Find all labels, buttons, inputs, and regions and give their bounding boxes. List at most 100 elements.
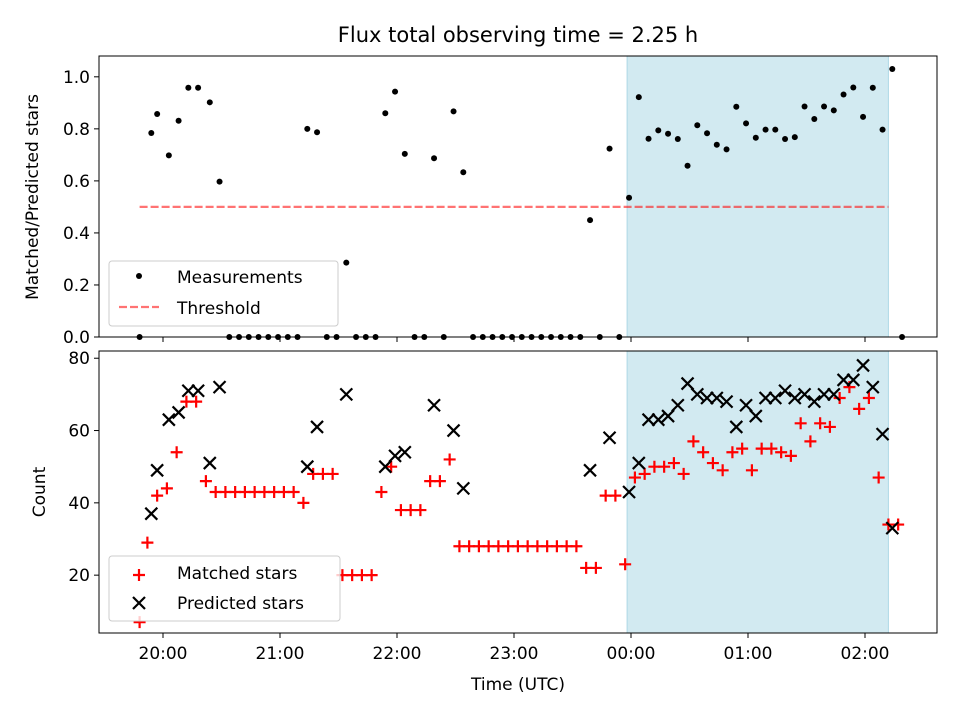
measurement-point	[694, 122, 701, 129]
matched-star-point	[667, 457, 680, 470]
measurement-point	[626, 194, 633, 201]
measurement-point	[752, 134, 759, 141]
bottom-y-tick-label: 60	[68, 422, 90, 442]
matched-star-point	[628, 471, 641, 484]
bottom-y-tick-label: 80	[68, 349, 90, 369]
legend-measurements-label: Measurements	[177, 268, 303, 288]
legend-matched-label: Matched stars	[177, 564, 297, 584]
matched-star-point	[706, 457, 719, 470]
predicted-star-point	[719, 394, 734, 409]
matched-star-point	[570, 540, 583, 553]
predicted-star-point	[827, 387, 841, 402]
matched-star-point	[775, 446, 788, 459]
predicted-star-point	[778, 383, 792, 398]
measurement-point	[645, 135, 652, 142]
predicted-star-point	[300, 459, 315, 474]
predicted-star-point	[388, 449, 402, 463]
matched-star-point	[677, 467, 690, 480]
top-observing-interval-shade	[626, 55, 889, 338]
predicted-star-point	[817, 387, 831, 402]
bottom-x-tick-label: 00:00	[607, 644, 656, 664]
top-y-axis-ticks: 0.0 0.2 0.4 0.6 0.8 1.0	[63, 68, 99, 348]
matched-star-point	[814, 417, 827, 430]
measurement-point	[684, 162, 691, 169]
predicted-star-point	[680, 376, 695, 391]
bottom-x-tick-label: 21:00	[256, 644, 305, 664]
measurement-point	[743, 120, 750, 127]
predicted-star-point	[602, 430, 617, 445]
matched-star-point	[716, 464, 729, 477]
predicted-star-point	[836, 373, 851, 387]
measurement-point	[674, 135, 681, 142]
bottom-x-tick-label: 20:00	[139, 644, 188, 664]
predicted-star-point	[846, 373, 861, 387]
measurement-point	[314, 129, 321, 136]
matched-star-point	[892, 518, 905, 531]
measurement-point	[830, 107, 837, 114]
top-y-tick-label: 1.0	[63, 68, 90, 88]
measurement-point	[392, 88, 399, 95]
predicted-star-point	[181, 383, 196, 398]
matched-star-point	[619, 558, 632, 571]
matched-star-point	[365, 569, 378, 582]
predicted-star-point	[162, 412, 176, 427]
measurement-point	[343, 259, 350, 266]
measurement-point	[889, 66, 896, 73]
measurement-point	[154, 111, 161, 118]
legend-predicted-label: Predicted stars	[177, 594, 304, 614]
bottom-observing-interval-shade	[626, 350, 889, 634]
measurement-point	[704, 130, 711, 137]
predicted-star-point	[144, 506, 159, 521]
matched-star-point	[297, 496, 310, 509]
matched-star-point	[190, 395, 203, 408]
predicted-star-point	[690, 387, 705, 402]
predicted-star-point	[885, 521, 900, 535]
bottom-plot-frame	[98, 350, 938, 634]
measurement-point	[791, 134, 798, 141]
predicted-star-point	[729, 420, 744, 434]
measurement-point	[655, 127, 662, 134]
measurement-point	[431, 155, 438, 162]
matched-star-point	[794, 417, 807, 430]
measurement-point	[185, 84, 192, 91]
matched-star-point	[589, 561, 602, 574]
matched-star-point	[170, 446, 183, 459]
bottom-y-tick-label: 40	[68, 494, 90, 514]
legend-matched-marker	[133, 569, 145, 581]
top-x-axis-ticks	[162, 337, 866, 342]
predicted-star-point	[700, 391, 714, 405]
matched-star-point	[160, 482, 173, 495]
matched-star-point	[658, 460, 671, 473]
predicted-star-point	[203, 456, 217, 470]
predicted-star-point	[710, 391, 724, 405]
predicted-star-point	[788, 391, 802, 405]
legend-measurement-marker	[136, 273, 142, 279]
legend-threshold-label: Threshold	[176, 299, 261, 319]
bottom-legend: Matched stars Predicted stars	[108, 555, 341, 622]
predicted-star-point	[632, 456, 646, 470]
matched-star-point	[745, 464, 758, 477]
top-panel: 0.0 0.2 0.4 0.6 0.8 1.0 Matched/Predicted sta…	[23, 55, 938, 348]
measurement-point	[772, 126, 779, 133]
matched-star-point	[141, 536, 154, 549]
predicted-star-point	[212, 380, 227, 394]
top-y-tick-label: 0.0	[63, 328, 90, 348]
matched-star-point	[804, 435, 817, 448]
predicted-star-point	[456, 481, 471, 496]
bottom-x-tick-label: 02:00	[841, 644, 890, 664]
x-axis-label: Time (UTC)	[470, 675, 565, 695]
top-y-tick-label: 0.6	[63, 172, 90, 192]
measurement-point	[879, 126, 886, 133]
top-legend-box	[108, 260, 339, 327]
predicted-star-point	[856, 358, 870, 373]
measurement-point	[206, 99, 213, 106]
measurement-point	[148, 130, 155, 137]
predicted-star-point	[807, 394, 822, 409]
measurement-point	[723, 146, 730, 153]
measurement-point	[811, 115, 818, 122]
measurement-point	[869, 84, 876, 91]
measurement-point	[850, 84, 857, 91]
matched-star-point	[326, 467, 339, 480]
measurement-point	[195, 84, 202, 91]
bottom-x-tick-label: 01:00	[724, 644, 773, 664]
